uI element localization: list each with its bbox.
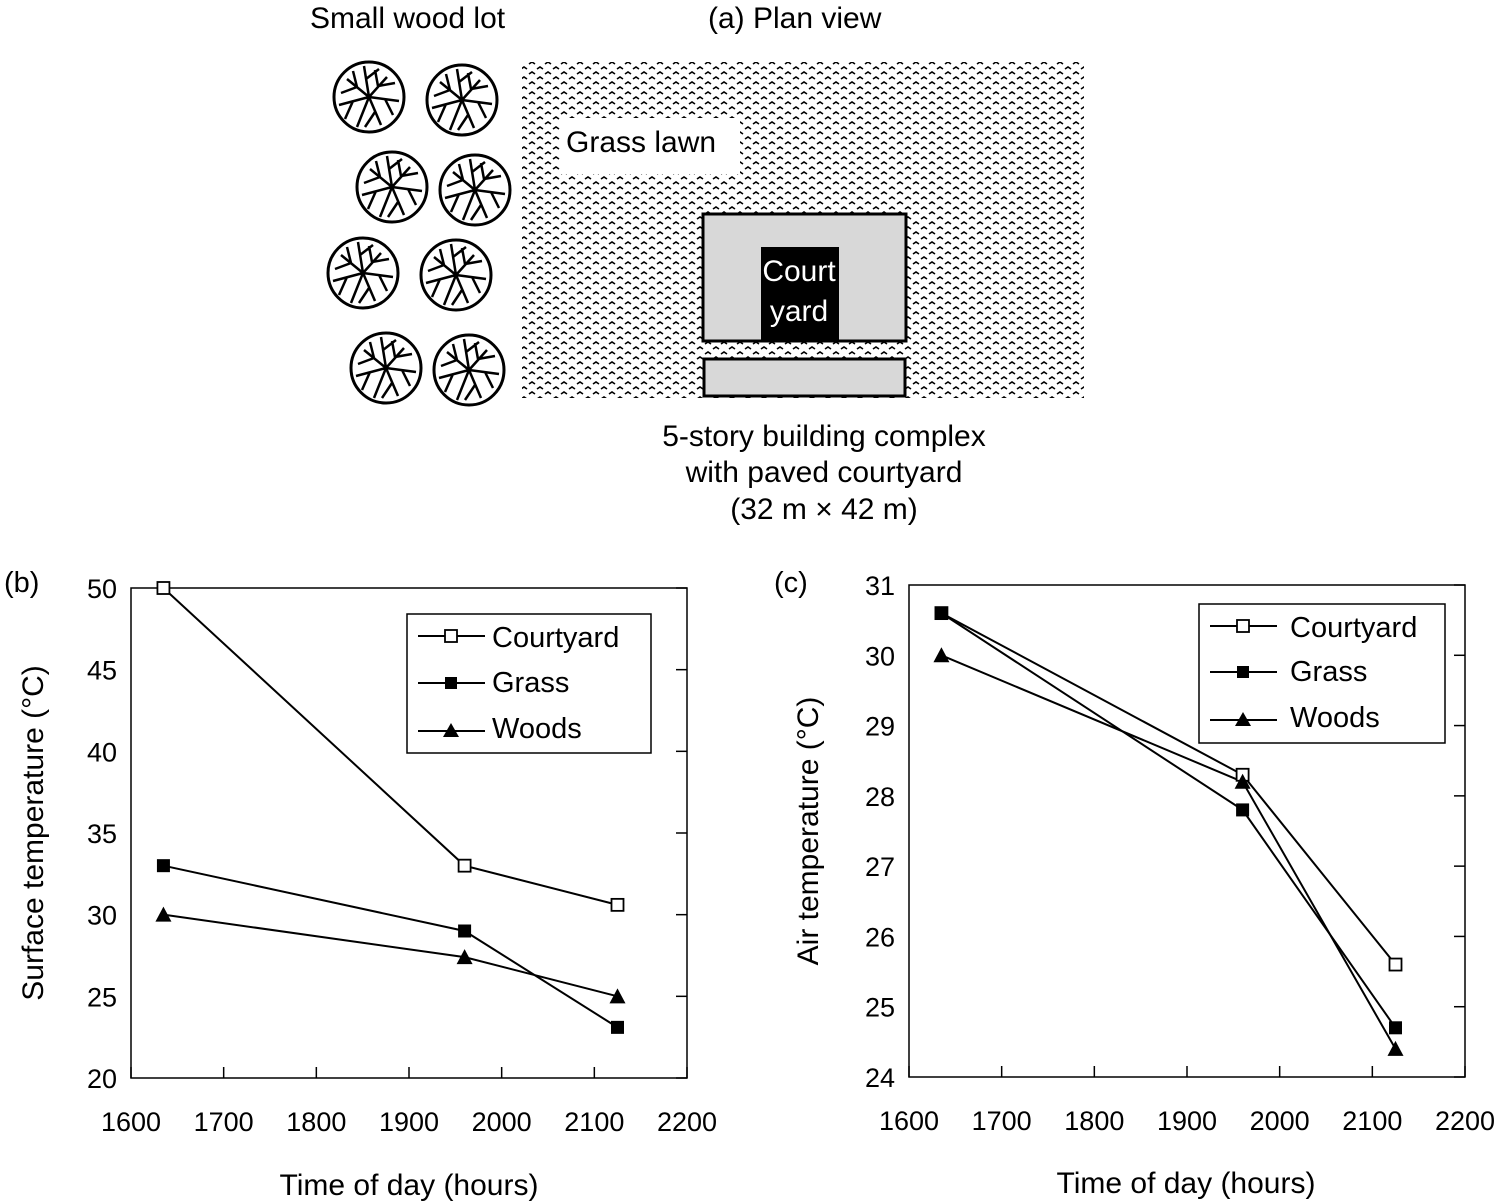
data-point-grass	[1236, 803, 1250, 817]
series-markers	[933, 606, 1404, 1056]
tree-icon	[349, 331, 423, 405]
wood-lot	[326, 60, 512, 407]
x-tick-label: 1800	[1064, 1106, 1124, 1136]
y-tick-label: 25	[865, 993, 895, 1023]
legend-label-grass: Grass	[492, 667, 569, 699]
courtyard	[761, 247, 839, 341]
building-caption-line2: with paved courtyard	[685, 456, 963, 489]
legend-label-courtyard: Courtyard	[492, 622, 619, 654]
y-tick-label: 25	[87, 982, 117, 1012]
x-tick-label: 1600	[879, 1106, 939, 1136]
legend-marker-courtyard	[1236, 619, 1250, 633]
data-point-courtyard	[156, 581, 171, 595]
x-tick-label: 1900	[379, 1107, 439, 1137]
tree-icon	[438, 153, 512, 227]
data-point-grass	[1389, 1021, 1402, 1035]
y-tick-labels: 24 25 26 27 28 29 30 31	[865, 571, 895, 1093]
building-caption-line3: (32 m × 42 m)	[730, 493, 918, 526]
x-tick-label: 2100	[1342, 1106, 1402, 1136]
data-point-courtyard	[457, 858, 472, 873]
x-tick-label: 1900	[1157, 1106, 1217, 1136]
legend-marker-grass	[445, 677, 457, 689]
legend-label-courtyard: Courtyard	[1290, 612, 1417, 644]
chart-surface-temperature: (b) 1600 1700 1800 1900 2000 2100 2200 20 25 30 3…	[4, 567, 717, 1202]
data-point-grass	[458, 924, 472, 938]
data-point-woods	[933, 647, 950, 663]
building-annex	[702, 357, 907, 398]
panel-label-b: (b)	[4, 567, 39, 599]
y-tick-label: 35	[87, 819, 117, 849]
legend: Courtyard Grass Woods	[1198, 603, 1446, 744]
courtyard-label-line1: Court	[762, 255, 836, 288]
data-point-woods	[609, 988, 626, 1004]
legend: Courtyard Grass Woods	[406, 613, 652, 754]
y-tick-label: 31	[865, 571, 895, 601]
data-point-woods	[1387, 1040, 1404, 1056]
y-tick-labels: 20 25 30 35 40 45 50	[87, 574, 117, 1094]
x-tick-label: 2200	[657, 1107, 717, 1137]
chart-air-temperature: (c) 1600 1700 1800 1900 2000 2100 2200 2425262…	[774, 567, 1495, 1200]
x-tick-label: 2100	[564, 1107, 624, 1137]
legend-marker-courtyard	[444, 629, 458, 643]
x-tick-label: 1600	[101, 1107, 161, 1137]
y-tick-marks	[676, 587, 687, 1079]
lawn-label: Grass lawn	[566, 126, 716, 159]
y-axis-label: Air temperature (°C)	[792, 697, 825, 966]
y-tick-marks	[1454, 584, 1465, 1078]
building-caption-line1: 5-story building complex	[662, 420, 985, 453]
data-point-grass	[611, 1020, 624, 1034]
x-tick-label: 1700	[972, 1106, 1032, 1136]
x-tick-label: 2000	[1250, 1106, 1310, 1136]
tree-icon	[432, 333, 506, 407]
legend-marker-grass	[1237, 666, 1249, 678]
x-tick-marks	[908, 1066, 1466, 1077]
x-tick-label: 2000	[472, 1107, 532, 1137]
data-point-woods	[155, 906, 172, 922]
y-tick-label: 30	[865, 641, 895, 671]
data-point-courtyard	[1388, 957, 1403, 972]
x-axis-label: Time of day (hours)	[280, 1169, 539, 1202]
woodlot-label: Small wood lot	[310, 2, 506, 35]
tree-icon	[425, 63, 499, 137]
courtyard-label-line2: yard	[770, 295, 828, 328]
y-tick-label: 28	[865, 782, 895, 812]
legend-label-woods: Woods	[492, 713, 582, 745]
x-axis-label: Time of day (hours)	[1057, 1167, 1316, 1200]
data-point-woods	[1234, 773, 1251, 789]
tree-icon	[326, 236, 400, 310]
y-tick-label: 27	[865, 852, 895, 882]
y-tick-label: 26	[865, 922, 895, 952]
data-point-grass	[156, 859, 170, 873]
y-axis-label: Surface temperature (°C)	[17, 665, 50, 1000]
plan-title: (a) Plan view	[708, 2, 882, 35]
data-point-grass	[934, 606, 948, 620]
series-markers	[155, 581, 626, 1034]
y-tick-label: 50	[87, 574, 117, 604]
y-tick-label: 45	[87, 656, 117, 686]
plan-view: (a) Plan view Small wood lot Grass lawn …	[310, 2, 1084, 526]
tree-icon	[332, 60, 406, 134]
x-tick-labels: 1600 1700 1800 1900 2000 2100 2200	[101, 1107, 717, 1137]
x-tick-label: 2200	[1435, 1106, 1495, 1136]
legend-label-woods: Woods	[1290, 702, 1380, 734]
data-point-woods	[456, 949, 473, 965]
data-point-courtyard	[610, 897, 625, 912]
tree-icon	[355, 150, 429, 224]
y-tick-label: 20	[87, 1064, 117, 1094]
legend-marker-woods	[1235, 712, 1251, 726]
y-tick-label: 24	[865, 1063, 895, 1093]
x-tick-labels: 1600 1700 1800 1900 2000 2100 2200	[879, 1106, 1495, 1136]
x-tick-label: 1700	[194, 1107, 254, 1137]
y-tick-label: 29	[865, 712, 895, 742]
y-tick-label: 40	[87, 737, 117, 767]
lawn-label-bg	[560, 118, 740, 174]
x-tick-label: 1800	[286, 1107, 346, 1137]
panel-label-c: (c)	[774, 567, 808, 599]
x-tick-marks	[130, 1067, 688, 1078]
legend-label-grass: Grass	[1290, 656, 1367, 688]
tree-icon	[419, 238, 493, 312]
y-tick-label: 30	[87, 901, 117, 931]
legend-marker-woods	[443, 723, 459, 737]
